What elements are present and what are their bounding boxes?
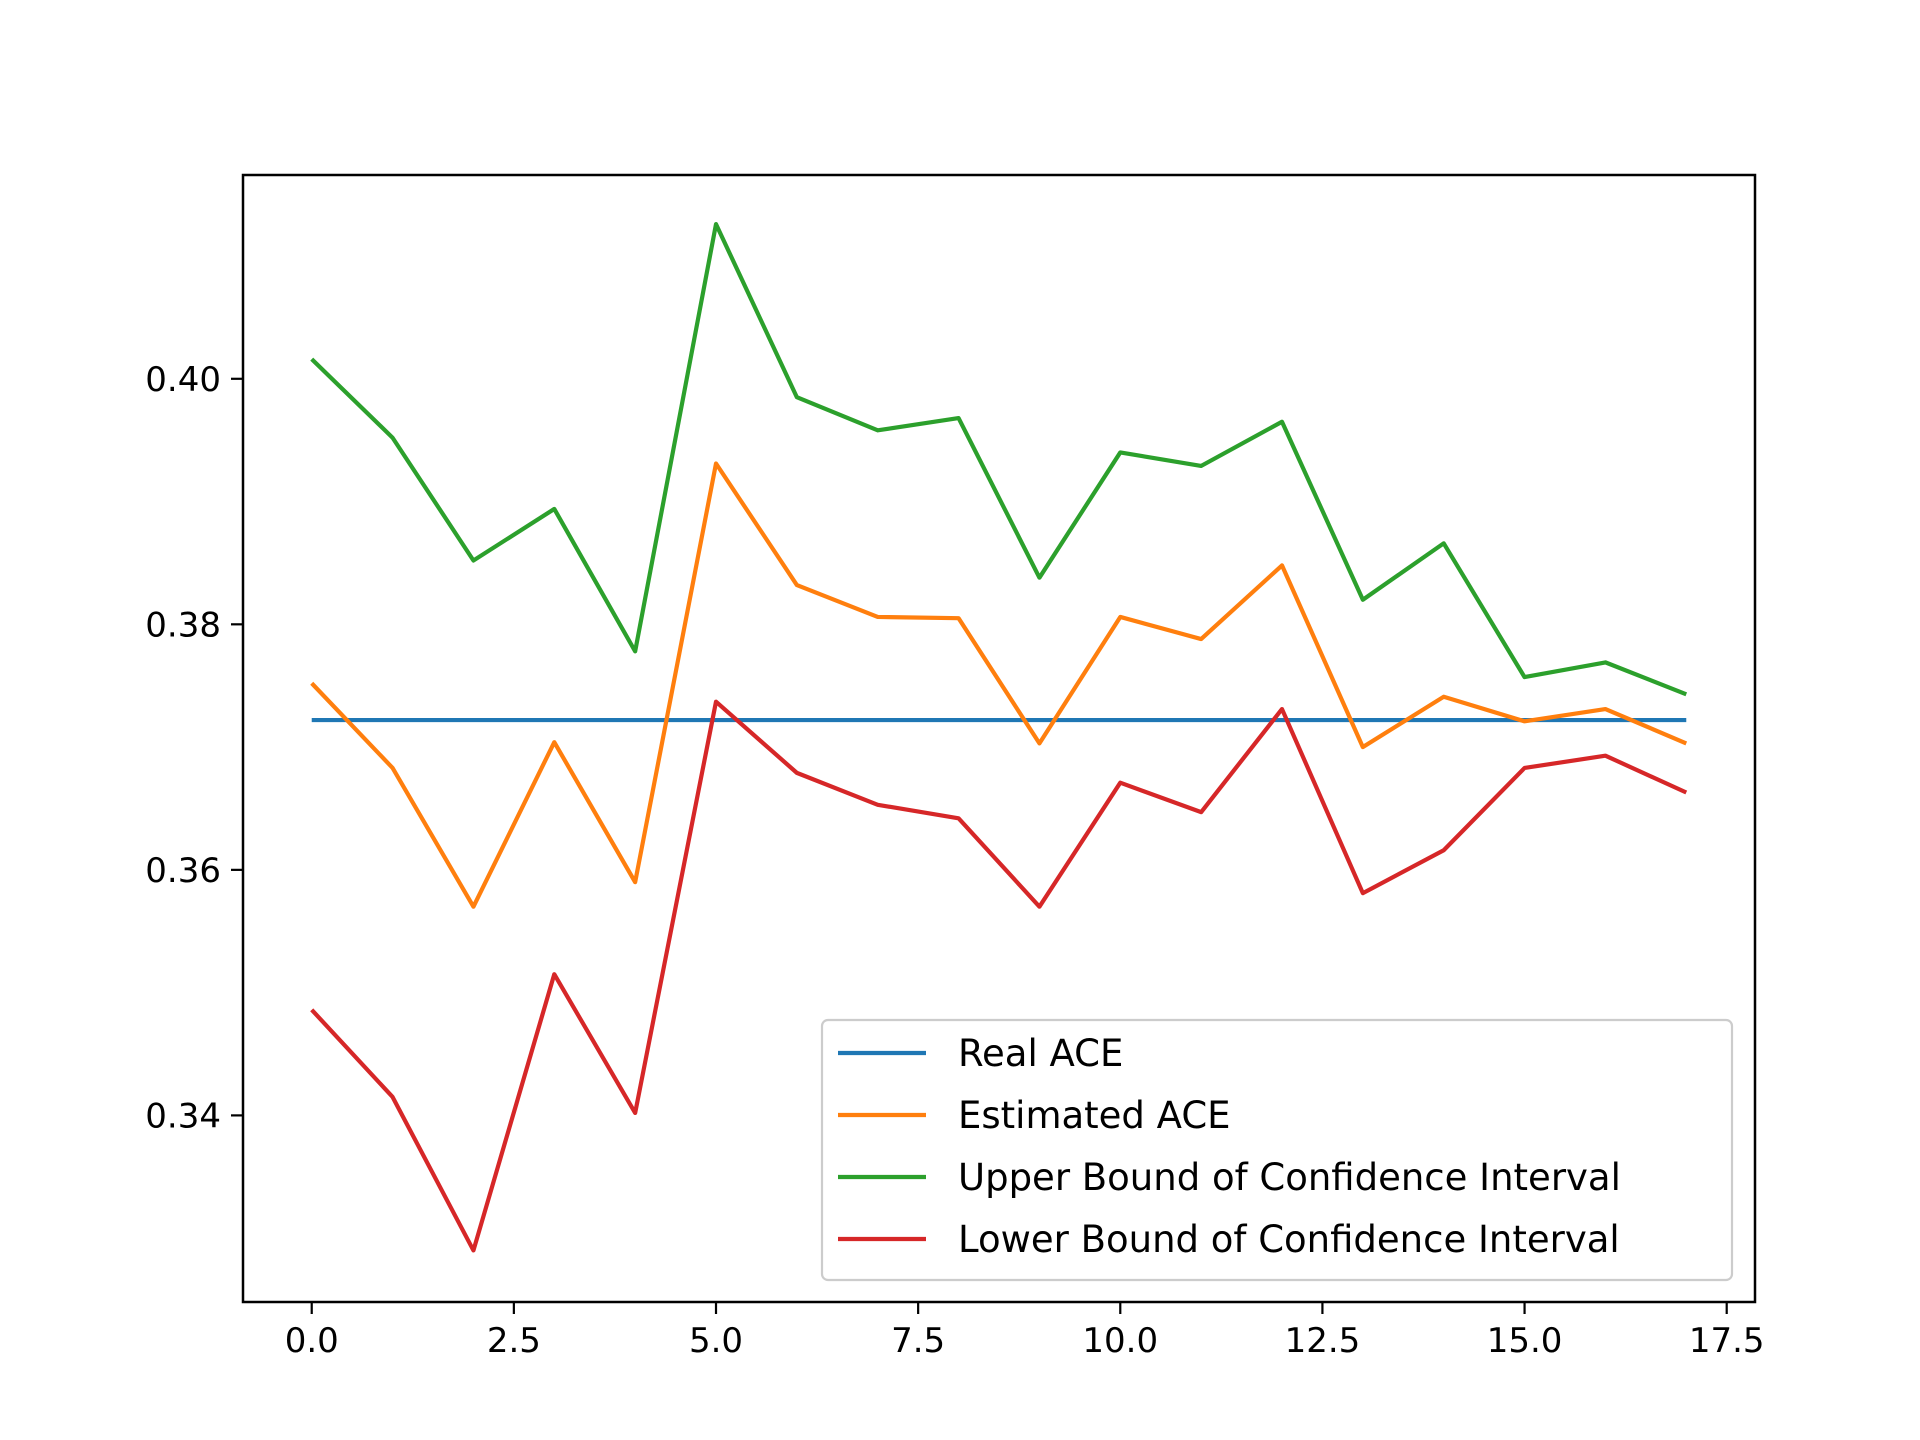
legend-label-estimated-ace: Estimated ACE	[958, 1094, 1231, 1137]
legend: Real ACE Estimated ACE Upper Bound of Conf…	[820, 1018, 1734, 1282]
series-line-lower-bound-of-confidence-interval	[310, 699, 1688, 1253]
x-tick-label: 0.0	[285, 1321, 339, 1361]
series-line-upper-bound-of-confidence-interval	[310, 222, 1688, 697]
legend-label-upper-bound-of-confidence-interval: Upper Bound of Confidence Interval	[958, 1156, 1621, 1199]
x-tick-label: 12.5	[1285, 1321, 1361, 1361]
legend-label-real-ace: Real ACE	[958, 1032, 1123, 1075]
series-line-estimated-ace	[310, 461, 1688, 909]
x-tick-label: 2.5	[487, 1321, 541, 1361]
y-tick-label: 0.38	[145, 605, 221, 645]
plot-frame	[241, 173, 1757, 1304]
x-tick-label: 7.5	[891, 1321, 945, 1361]
y-tick-label: 0.40	[145, 360, 221, 400]
legend-box	[820, 1018, 1734, 1282]
y-axis: 0.34 0.36 0.38 0.40	[145, 360, 243, 1136]
x-tick-label: 17.5	[1689, 1321, 1765, 1361]
x-tick-label: 10.0	[1082, 1321, 1158, 1361]
y-tick-label: 0.34	[145, 1096, 221, 1136]
x-tick-label: 15.0	[1487, 1321, 1563, 1361]
x-tick-label: 5.0	[689, 1321, 743, 1361]
x-axis: 0.0 2.5 5.0 7.5 10.0 12.5 15.0 17.5	[285, 1302, 1765, 1361]
legend-label-lower-bound-of-confidence-interval: Lower Bound of Confidence Interval	[958, 1218, 1620, 1261]
y-tick-label: 0.36	[145, 851, 221, 891]
plot-lines	[310, 222, 1688, 1253]
